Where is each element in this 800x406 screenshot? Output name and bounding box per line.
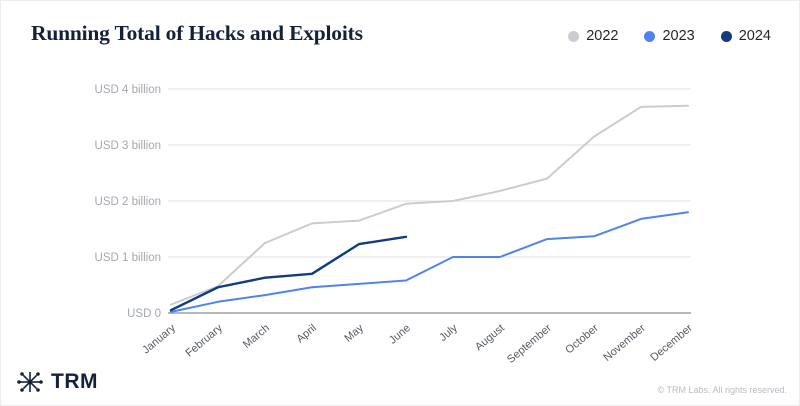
legend-item-2023: 2023 [644,28,695,44]
x-tick-label: September [505,322,554,366]
series-line-2023 [170,211,689,313]
y-tick-label: USD 2 billion [95,196,161,208]
x-tick-label: December [648,322,695,364]
y-tick-label: USD 3 billion [95,140,161,152]
copyright-text: © TRM Labs. All rights reserved. [657,385,787,395]
y-tick-label: USD 1 billion [95,252,161,264]
y-tick-label: USD 4 billion [95,84,161,96]
trm-logo-text: TRM [51,370,98,393]
legend-label-2022: 2022 [586,28,619,44]
legend-item-2024: 2024 [720,28,771,44]
x-tick-label: May [342,322,366,345]
y-tick-label: USD 0 [127,308,161,320]
x-tick-label: March [241,322,272,351]
legend-item-2022: 2022 [568,28,618,44]
legend-dot-2024 [720,30,732,42]
trm-logo-icon [17,372,43,392]
legend-dot-2023 [644,30,656,42]
x-tick-label: June [387,322,413,347]
x-tick-label: November [601,322,648,364]
legend-label-2023: 2023 [662,28,695,44]
chart-legend: 2022 2023 2024 [568,28,771,44]
trm-logo: TRM [15,367,98,397]
series-line-2022 [170,104,689,306]
x-tick-label: October [563,322,601,357]
series-line-2024 [169,235,408,312]
x-tick-label: August [473,322,507,353]
x-tick-label: July [437,322,460,344]
x-tick-label: February [183,322,225,360]
x-tick-label: April [294,322,319,345]
legend-label-2024: 2024 [738,28,771,44]
legend-dot-2022 [568,30,580,42]
x-tick-label: January [140,322,178,357]
page-title: Running Total of Hacks and Exploits [31,21,363,45]
